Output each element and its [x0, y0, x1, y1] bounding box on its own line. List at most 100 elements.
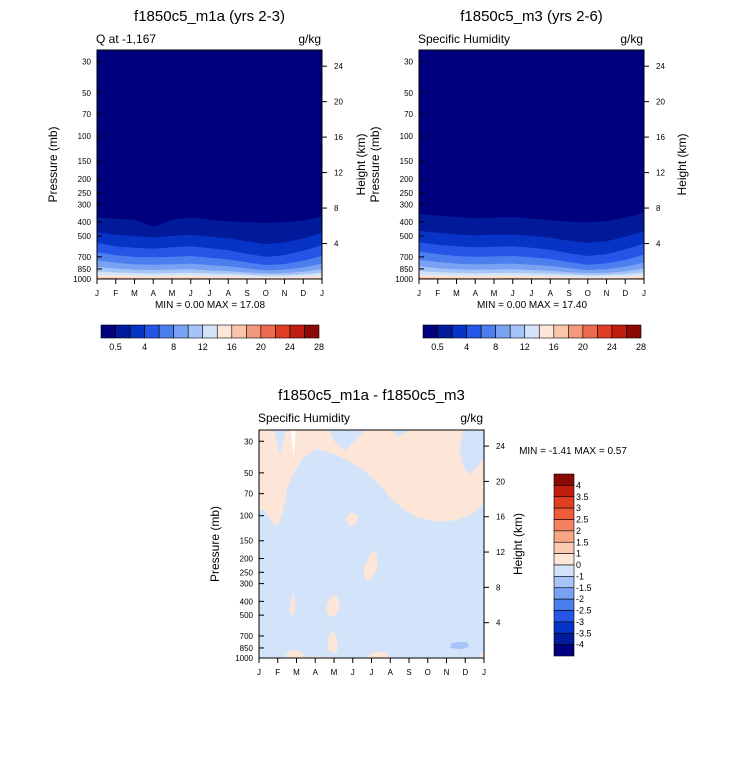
month-tick-label: A: [388, 668, 394, 677]
colorbar: 0.5 4 8 12 16 20 24 28: [422, 324, 646, 352]
colorbar-box: [553, 587, 575, 600]
colorbar-box: [260, 324, 276, 339]
colorbar-box: [524, 324, 540, 339]
month-tick-label: D: [622, 289, 628, 298]
month-tick-label: A: [151, 289, 157, 298]
pressure-tick-label: 250: [400, 189, 414, 198]
colorbar: 4 3.53 2.521.5 10-1 -1.5-2 -2.5-3-3.5 -4: [553, 473, 592, 657]
colorbar-box: [216, 324, 233, 339]
panel-title: f1850c5_m1a - f1850c5_m3: [278, 387, 465, 404]
colorbar-box: [495, 324, 511, 339]
anomaly-region-6: [328, 630, 338, 654]
colorbar-box: [597, 324, 613, 339]
colorbar-box: [553, 632, 575, 645]
height-tick-label: 20: [496, 477, 505, 486]
colorbar-box: [158, 324, 174, 339]
y2-axis-label: Height (km): [354, 133, 368, 195]
colorbar-label: 8: [171, 342, 176, 352]
colorbar-label: 2: [576, 526, 581, 536]
anomaly-region-1: [259, 430, 484, 526]
colorbar-box: [553, 553, 575, 566]
colorbar-label: 1: [576, 549, 581, 559]
month-tick-label: J: [511, 289, 515, 298]
contour-panel-2: f1850c5_m3 (yrs 2-6) Specific Humidity g/k…: [368, 8, 689, 352]
height-tick-label: 12: [334, 169, 343, 178]
colorbar-box: [246, 324, 262, 339]
pressure-tick-label: 150: [240, 537, 254, 546]
pressure-tick-label: 150: [400, 157, 414, 166]
month-tick-label: A: [313, 668, 319, 677]
month-tick-label: N: [282, 289, 288, 298]
panel-units-label: g/kg: [460, 411, 483, 425]
panel-title: f1850c5_m1a (yrs 2-3): [134, 8, 285, 25]
height-tick-label: 24: [334, 62, 343, 71]
colorbar-box: [611, 324, 627, 339]
month-tick-label: M: [169, 289, 176, 298]
height-tick-label: 4: [656, 240, 661, 249]
month-tick-label: O: [263, 289, 269, 298]
min-max-stats: MIN = 0.00 MAX = 17.08: [155, 300, 265, 311]
colorbar-label: 3: [576, 503, 581, 513]
pressure-tick-label: 1000: [73, 275, 91, 284]
pressure-tick-label: 30: [82, 57, 91, 66]
month-tick-label: S: [406, 668, 411, 677]
height-tick-label: 24: [656, 62, 665, 71]
pressure-tick-label: 700: [78, 253, 92, 262]
colorbar-label: -1.5: [576, 583, 592, 593]
colorbar-label: 0: [576, 560, 581, 570]
month-tick-label: J: [482, 668, 486, 677]
pressure-tick-label: 500: [240, 611, 254, 620]
height-tick-label: 8: [496, 583, 501, 592]
colorbar-label: 4: [576, 480, 581, 490]
pressure-tick-label: 700: [400, 253, 414, 262]
height-tick-label: 4: [334, 240, 339, 249]
month-tick-label: J: [257, 668, 261, 677]
colorbar-label: -3: [576, 617, 584, 627]
colorbar-box: [100, 324, 116, 339]
pressure-tick-label: 100: [400, 132, 414, 141]
colorbar-label: 3.5: [576, 492, 589, 502]
pressure-tick-label: 850: [240, 644, 254, 653]
colorbar-box: [202, 324, 218, 339]
month-tick-label: M: [293, 668, 300, 677]
contour-panel-1: f1850c5_m1a (yrs 2-3) Q at -1,167 g/kg Pres…: [46, 8, 368, 352]
colorbar-box: [568, 324, 584, 339]
month-tick-label: N: [604, 289, 610, 298]
colorbar-box: [582, 324, 598, 339]
colorbar-box: [553, 519, 575, 532]
colorbar-label: -2.5: [576, 606, 592, 616]
month-tick-label: J: [320, 289, 324, 298]
panel-units-label: g/kg: [298, 32, 321, 46]
colorbar-label: 20: [256, 342, 266, 352]
pressure-tick-label: 850: [400, 265, 414, 274]
height-tick-label: 16: [334, 133, 343, 142]
month-tick-label: S: [244, 289, 249, 298]
height-tick-label: 20: [656, 98, 665, 107]
pressure-tick-label: 250: [240, 568, 254, 577]
month-tick-label: A: [226, 289, 232, 298]
panel-left-label: Specific Humidity: [418, 32, 510, 46]
colorbar-box: [553, 564, 575, 577]
month-tick-label: J: [208, 289, 212, 298]
colorbar-box: [173, 324, 189, 339]
pressure-tick-label: 300: [400, 200, 414, 209]
colorbar-label: -1: [576, 571, 584, 581]
height-tick-label: 8: [334, 204, 339, 213]
colorbar-box: [275, 324, 291, 339]
month-tick-label: M: [491, 289, 498, 298]
colorbar-box: [553, 507, 575, 520]
colorbar-box: [553, 324, 569, 339]
pressure-tick-label: 500: [400, 232, 414, 241]
pressure-tick-label: 1000: [395, 275, 413, 284]
height-tick-label: 20: [334, 98, 343, 107]
colorbar-box: [231, 324, 247, 339]
colorbar-box: [538, 324, 555, 339]
colorbar-box: [626, 324, 642, 339]
colorbar-box: [304, 324, 320, 339]
colorbar-box: [422, 324, 438, 339]
colorbar-box: [553, 610, 575, 623]
height-tick-label: 16: [496, 513, 505, 522]
anomaly-region-7: [285, 650, 304, 658]
month-tick-label: J: [351, 668, 355, 677]
